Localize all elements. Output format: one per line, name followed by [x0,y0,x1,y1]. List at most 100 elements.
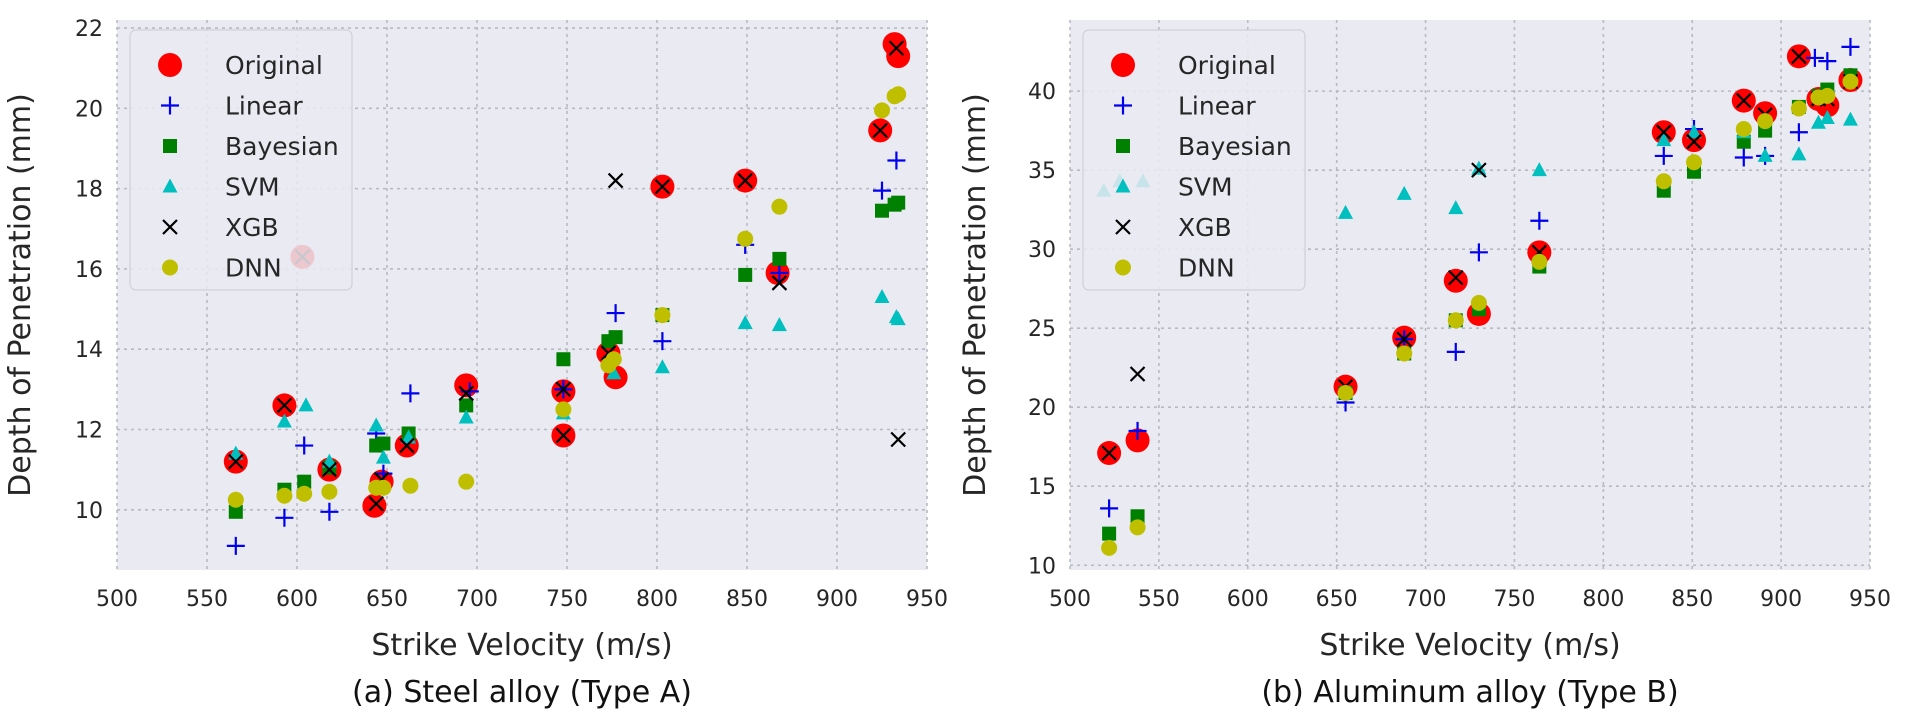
point-dnn [654,307,671,324]
point-svm [654,359,670,374]
point-original [1443,268,1468,293]
y-axis-label: Depth of Penetration (mm) [958,93,993,497]
y-tick-label: 12 [75,418,103,443]
x-tick-label: 750 [546,587,588,612]
y-tick-label: 30 [1028,238,1056,263]
point-linear [1530,211,1549,230]
point-dnn [1790,100,1807,117]
point-svm [1656,132,1672,147]
point-original [886,44,911,69]
x-axis-label: Strike Velocity (m/s) [1319,628,1620,663]
y-tick-label: 20 [75,97,103,122]
point-svm [276,413,292,428]
point-xgb [1791,48,1807,65]
point-xgb [1736,92,1752,109]
point-xgb [872,122,888,139]
point-svm [298,397,314,412]
point-xgb [1656,124,1672,140]
legend-entry-label: DNN [1178,254,1235,283]
point-bayesian [1102,526,1117,541]
point-dnn [227,491,244,508]
point-bayesian [891,195,906,210]
point-svm [1842,111,1858,126]
point-dnn [1337,384,1354,401]
x-tick-label: 850 [1671,587,1713,612]
point-linear [770,263,789,282]
legend-box [1082,29,1306,291]
series-dnn [1101,73,1859,556]
point-linear [1818,52,1837,71]
x-tick-label: 750 [1493,587,1535,612]
point-linear [320,502,339,521]
point-svm [874,289,890,304]
legend-entry-label: Bayesian [1178,132,1292,161]
point-svm [737,315,753,330]
point-dnn [1531,253,1548,270]
point-xgb [458,385,474,402]
point-bayesian [556,352,571,367]
legend-entry-label: DNN [225,254,282,283]
point-dnn [375,479,392,496]
point-svm [1819,109,1835,124]
point-original [1125,428,1150,453]
point-bayesian [163,139,177,153]
point-dnn [1129,519,1146,536]
point-svm [890,311,906,326]
point-xgb [228,453,244,470]
point-dnn [1757,113,1774,130]
x-tick-label: 950 [1849,587,1891,612]
point-svm [162,178,178,193]
point-svm [1471,160,1487,175]
point-svm [1757,147,1773,162]
point-dnn [402,477,419,494]
point-svm [375,449,391,464]
point-linear [1841,37,1860,56]
legend-entry-label: Linear [1178,92,1256,121]
legend-entry-label: Original [1178,51,1276,80]
point-svm [1338,204,1354,219]
point-svm [321,453,337,468]
y-tick-label: 25 [1028,317,1056,342]
point-linear [606,304,625,323]
point-dnn [321,483,338,500]
point-xgb [1129,366,1146,382]
x-tick-label: 500 [1049,587,1091,612]
legend-entry-label: Linear [225,92,303,121]
panel-caption: (a) Steel alloy (Type A) [352,675,692,710]
point-svm [1791,146,1807,161]
point-linear [1100,499,1119,518]
point-bayesian [1116,139,1130,153]
x-tick-label: 650 [366,587,408,612]
x-axis-label: Strike Velocity (m/s) [371,628,672,663]
point-linear [1114,96,1132,115]
point-linear [295,436,314,455]
point-linear [887,151,906,170]
y-tick-label: 22 [75,17,103,42]
point-bayesian [459,398,474,413]
point-xgb [368,495,384,512]
y-tick-label: 10 [1028,554,1056,579]
point-dnn [296,485,313,502]
point-xgb [737,172,753,189]
legend-entry-label: SVM [225,173,280,202]
y-tick-label: 35 [1028,159,1056,184]
x-tick-label: 900 [1760,587,1802,612]
x-tick-label: 850 [726,587,768,612]
legend-box [129,29,353,291]
point-linear [161,96,179,115]
point-svm [368,417,384,432]
y-tick-label: 10 [75,499,103,524]
x-tick-label: 800 [1582,587,1624,612]
legend-entry-label: Bayesian [225,132,339,161]
point-dnn [737,230,754,247]
point-original [1682,128,1706,153]
point-linear [275,508,294,527]
point-dnn [771,198,788,215]
point-linear [1469,243,1488,262]
point-bayesian [228,504,243,519]
legend-entry-label: SVM [1178,173,1233,202]
legend-entry-label: Original [225,51,323,80]
y-tick-label: 16 [75,258,103,283]
point-xgb [162,219,178,235]
point-svm [458,409,474,424]
